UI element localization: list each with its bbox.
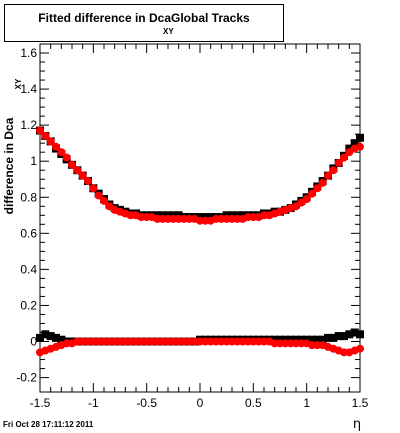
x-axis-label: η: [353, 417, 361, 432]
chart-title-main: Fitted difference in Dca: [38, 11, 171, 25]
y-tick-label: 0.6: [20, 226, 37, 240]
data-point-series-3: [334, 332, 343, 341]
data-point-series-2: [84, 177, 92, 186]
data-point-series-3: [46, 332, 55, 341]
data-point-series-2: [41, 131, 50, 140]
data-point-series-3: [57, 335, 66, 344]
data-point-series-2: [318, 178, 327, 187]
y-tick-label: 0.2: [20, 298, 37, 312]
y-tick-label: 0.8: [20, 190, 37, 204]
data-point-series-3: [350, 328, 359, 337]
y-tick-label: 1: [30, 154, 37, 168]
x-tick-label: 0.5: [245, 396, 262, 410]
x-tick-label: 1.5: [352, 396, 369, 410]
chart-title-subscript: XY: [163, 27, 174, 36]
data-point-series-2: [36, 126, 44, 135]
data-point-series-2: [340, 153, 348, 162]
data-point-series-2: [57, 148, 66, 157]
data-point-series-2: [324, 171, 332, 180]
data-point-series-2: [89, 184, 98, 193]
chart-title-box: Fitted difference in DcaGlobal Tracks XY: [4, 4, 284, 42]
data-point-series-2: [334, 159, 343, 168]
x-tick-label: 1: [303, 396, 310, 410]
data-point-series-3: [345, 330, 354, 339]
data-point-series-3: [41, 330, 50, 339]
x-tick-label: -1: [88, 396, 99, 410]
data-point-series-3: [324, 333, 332, 342]
data-point-series-3: [356, 330, 364, 339]
y-tick-label: 0.4: [20, 262, 37, 276]
data-points: [36, 126, 364, 357]
data-point-series-3: [313, 335, 322, 344]
y-tick-label: 1.2: [20, 118, 37, 132]
data-point-series-3: [340, 332, 348, 341]
chart-title: Fitted difference in DcaGlobal Tracks: [5, 11, 283, 25]
data-point-series-2: [100, 196, 108, 205]
data-point-series-3: [329, 333, 338, 342]
x-tick-label: 0: [197, 396, 204, 410]
data-point-series-3: [52, 333, 60, 342]
data-point-series-3: [308, 335, 316, 344]
data-point-series-3: [36, 333, 44, 342]
y-axis-label: difference in Dca: [2, 117, 16, 214]
data-point-series-2: [94, 191, 103, 200]
x-tick-label: -1.5: [30, 396, 51, 410]
timestamp: Fri Oct 28 17:11:12 2011: [3, 420, 94, 429]
y-axis-label-subscript: XY: [14, 78, 23, 89]
data-point-series-2: [313, 184, 322, 193]
data-point-series-2: [68, 160, 76, 169]
chart-title-tail: Global Tracks: [171, 11, 250, 25]
data-point-series-2: [73, 166, 82, 175]
y-tick-label: 1.6: [20, 46, 37, 60]
data-point-series-2: [329, 166, 338, 175]
data-point-series-3: [318, 335, 327, 344]
y-tick-label: 1.4: [20, 82, 37, 96]
data-point-series-2: [308, 189, 316, 198]
data-point-series-4: [356, 344, 364, 353]
x-tick-label: -0.5: [136, 396, 157, 410]
data-point-series-2: [52, 142, 60, 151]
data-point-series-1: [350, 139, 359, 148]
data-point-series-2: [46, 137, 55, 146]
data-point-series-2: [62, 153, 71, 162]
data-point-series-1: [356, 133, 364, 142]
data-point-series-2: [302, 195, 311, 204]
data-point-series-2: [78, 171, 87, 180]
data-point-series-2: [356, 142, 364, 151]
axis-tick-labels: -1.5 -1 -0.5 0 0.5 1 1.5 -0.2 0 0.2 0.4 0.6 0.8 1 1.2 1…: [16, 46, 368, 410]
y-tick-label: -0.2: [16, 371, 37, 385]
y-tick-label: 0: [30, 335, 37, 349]
